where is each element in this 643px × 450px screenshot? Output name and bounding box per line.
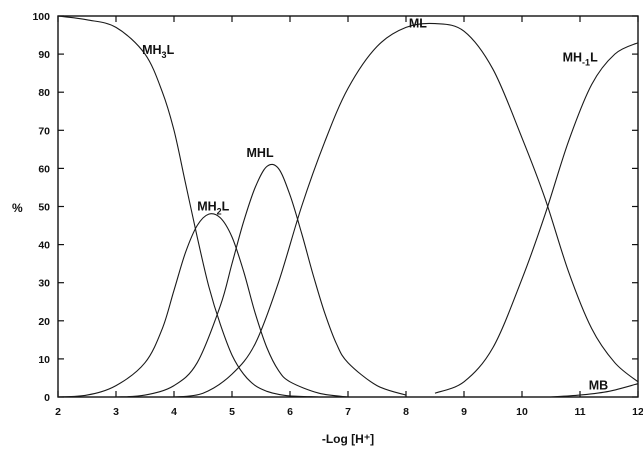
series-label-mh-1l: MH-1L [563,51,598,68]
y-tick-label: 0 [44,392,50,404]
x-tick-label: 11 [574,406,585,418]
x-tick-label: 5 [229,406,235,418]
series-label-mb: MB [589,378,608,392]
x-tick-label: 3 [113,406,119,418]
x-tick-label: 9 [461,406,467,418]
series-line-mh3l [57,15,320,398]
x-tick-label: 4 [171,406,177,418]
x-axis-title: -Log [H⁺] [322,432,374,446]
y-tick-label: 90 [38,49,50,61]
plot-frame [57,15,639,398]
x-tick-label: 12 [632,406,643,418]
series-labels: MH3L MH2L MHL ML MH-1L MB [142,16,608,392]
series-label-ml: ML [409,16,427,30]
series-line-mb [550,383,639,398]
y-tick-label: 100 [32,11,50,23]
series-line-ml [173,22,639,398]
x-tick-label: 7 [345,406,351,418]
x-tick-label: 10 [516,406,528,418]
x-tick-label: 2 [55,406,61,418]
ticks: 2 3 4 5 6 7 8 9 10 11 12 0 10 20 30 40 50 60 70 80 90 100 [32,11,643,418]
x-tick-label: 6 [287,406,293,418]
y-tick-label: 70 [38,125,50,137]
series-lines [57,15,639,398]
y-tick-label: 50 [38,202,50,214]
y-tick-label: 20 [38,316,50,328]
series-line-mh2l [57,213,349,398]
y-tick-label: 10 [38,354,50,366]
series-line-mhl [115,163,407,398]
x-tick-label: 8 [403,406,409,418]
y-tick-label: 60 [38,163,50,175]
series-label-mhl: MHL [247,146,274,160]
y-tick-label: 80 [38,87,50,99]
y-axis-title: % [12,201,23,215]
axes [57,15,639,398]
y-tick-label: 40 [38,240,50,252]
series-label-mh2l: MH2L [197,199,229,216]
series-label-mh3l: MH3L [142,43,174,60]
series-line-mh-1l [434,42,639,394]
y-tick-label: 30 [38,278,50,290]
